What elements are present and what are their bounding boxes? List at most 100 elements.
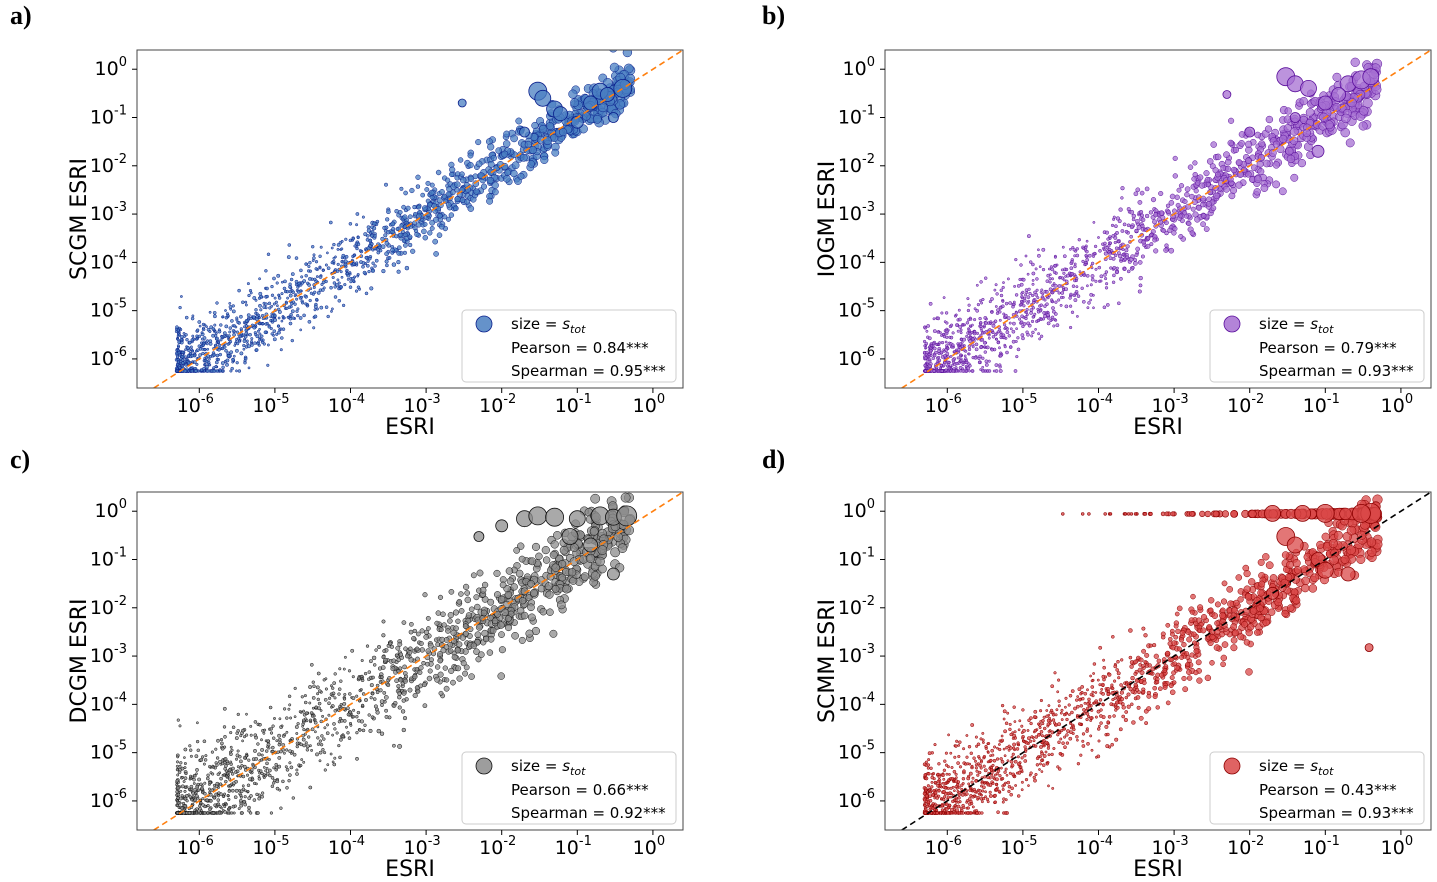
data-point	[250, 768, 254, 772]
data-point	[285, 748, 289, 752]
data-point	[1194, 216, 1201, 223]
data-point	[206, 804, 210, 808]
data-point	[947, 365, 951, 369]
data-point	[460, 660, 467, 667]
data-point	[1016, 794, 1021, 798]
data-point	[493, 569, 501, 577]
data-point	[927, 336, 932, 341]
data-point	[1084, 260, 1088, 265]
data-point	[396, 259, 401, 265]
data-point	[250, 337, 254, 341]
data-point	[1026, 272, 1030, 276]
data-point	[1332, 72, 1342, 82]
data-point	[302, 709, 306, 713]
data-point	[956, 342, 960, 346]
data-point	[225, 362, 229, 367]
data-point	[221, 803, 225, 806]
data-point	[358, 728, 362, 732]
data-point	[445, 216, 452, 222]
data-point	[196, 748, 201, 753]
data-point	[967, 347, 972, 352]
data-point	[356, 272, 360, 277]
data-point	[991, 323, 996, 328]
data-point	[453, 205, 459, 212]
data-point	[996, 308, 1000, 312]
data-point	[974, 347, 979, 352]
data-point	[276, 273, 281, 278]
data-point	[365, 644, 370, 648]
data-point	[216, 772, 221, 777]
data-point	[928, 348, 933, 353]
data-point	[1109, 266, 1113, 270]
x-tick-label: 10-1	[555, 834, 592, 859]
data-point	[1178, 213, 1183, 219]
data-point	[425, 648, 431, 654]
data-point	[299, 763, 303, 768]
data-point	[190, 369, 194, 373]
data-point	[175, 764, 179, 768]
data-point	[239, 793, 243, 797]
y-tick-label: 10-1	[90, 104, 127, 129]
data-point	[402, 250, 407, 255]
data-point	[390, 221, 396, 227]
data-point	[229, 369, 233, 373]
data-point	[190, 775, 194, 779]
data-point	[270, 318, 275, 322]
data-point	[227, 797, 231, 802]
data-point	[311, 680, 315, 684]
data-point	[541, 546, 550, 555]
data-point	[293, 686, 297, 691]
data-point	[497, 621, 505, 629]
x-axis-label: ESRI	[1133, 415, 1183, 440]
data-point	[407, 234, 413, 240]
data-point	[349, 723, 353, 727]
data-point	[1324, 120, 1334, 130]
data-point	[226, 811, 230, 815]
data-point	[382, 225, 387, 231]
data-point	[339, 270, 343, 274]
y-tick-label: 10-3	[838, 200, 875, 225]
data-point	[1057, 291, 1061, 295]
data-point	[923, 803, 927, 807]
data-point	[1097, 265, 1102, 270]
data-point	[332, 722, 336, 726]
data-point	[288, 773, 292, 777]
data-point	[316, 736, 320, 740]
data-point	[254, 311, 258, 315]
data-point	[1135, 187, 1141, 193]
data-point	[1166, 209, 1171, 215]
data-point	[355, 756, 359, 761]
data-point	[215, 353, 220, 358]
data-point	[1053, 312, 1058, 316]
data-point	[239, 811, 244, 815]
data-point	[226, 342, 230, 346]
data-point	[223, 792, 227, 796]
data-point	[1039, 720, 1043, 723]
data-point	[394, 678, 399, 683]
data-point	[999, 288, 1004, 293]
data-point	[208, 787, 211, 791]
data-point	[194, 794, 199, 799]
data-point	[595, 556, 605, 567]
data-point	[980, 301, 984, 305]
data-point	[1204, 176, 1211, 183]
data-point	[218, 352, 223, 357]
data-point	[277, 296, 282, 300]
data-point	[287, 707, 291, 711]
data-point	[1022, 304, 1026, 308]
data-point	[923, 325, 927, 329]
data-point	[208, 798, 213, 803]
data-point	[322, 737, 326, 741]
data-point	[178, 333, 181, 337]
data-point	[486, 197, 494, 205]
data-point	[1167, 227, 1173, 233]
data-point	[528, 613, 536, 622]
data-point	[436, 197, 443, 204]
data-point	[1069, 292, 1073, 297]
data-point	[234, 757, 239, 761]
data-point	[368, 256, 372, 261]
data-point	[1163, 247, 1169, 253]
data-point	[441, 193, 448, 200]
data-point	[381, 655, 386, 660]
